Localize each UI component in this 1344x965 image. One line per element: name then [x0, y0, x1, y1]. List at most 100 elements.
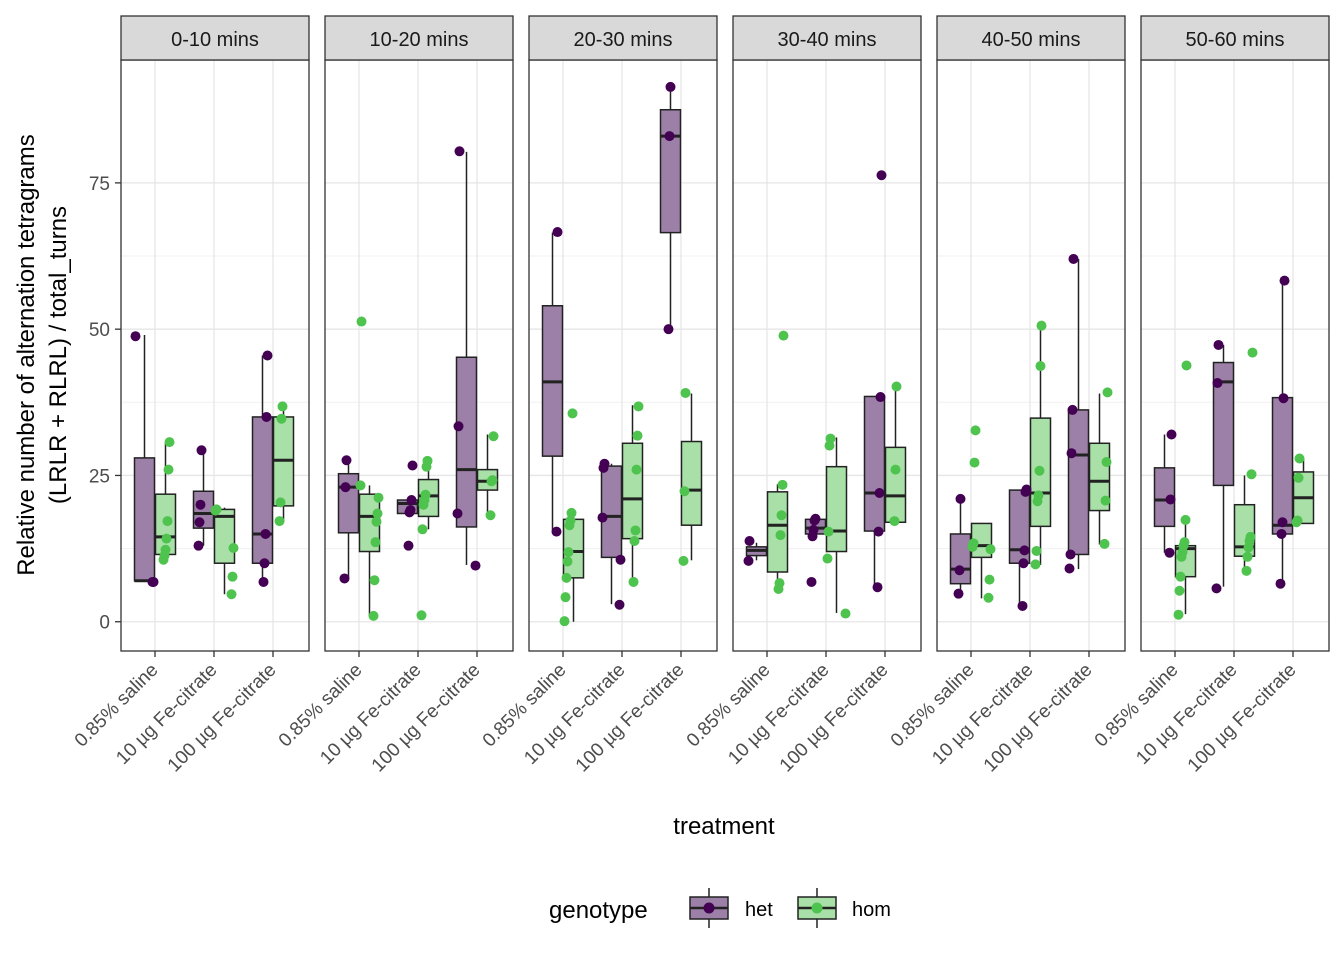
- box-rect: [1067, 409, 1090, 556]
- data-point-hom: [564, 520, 575, 531]
- x-tick-label: 100 µg Fe-citrate: [776, 660, 893, 777]
- data-point-het: [454, 146, 465, 157]
- data-point-het: [807, 531, 818, 542]
- data-point-hom: [418, 499, 429, 510]
- data-point-hom: [629, 535, 640, 546]
- box-rect: [863, 395, 886, 532]
- data-point-hom: [371, 516, 382, 527]
- data-point-het: [339, 573, 350, 584]
- data-point-hom: [566, 507, 577, 518]
- box-rect: [133, 457, 156, 582]
- data-point-het: [744, 535, 755, 546]
- data-point-hom: [416, 610, 427, 621]
- data-point-hom: [276, 413, 287, 424]
- x-tick-label: 10 µg Fe-citrate: [928, 660, 1037, 769]
- data-point-het: [1277, 517, 1288, 528]
- data-point-hom: [983, 592, 994, 603]
- data-point-hom: [778, 330, 789, 341]
- y-axis: 0 25 50 75: [89, 174, 121, 634]
- data-point-het: [452, 508, 463, 519]
- data-point-hom: [227, 571, 238, 582]
- data-point-hom: [969, 457, 980, 468]
- x-tick-label: 100 µg Fe-citrate: [368, 660, 485, 777]
- data-point-het: [615, 554, 626, 565]
- data-point-hom: [226, 589, 237, 600]
- data-point-het: [1276, 528, 1287, 539]
- data-point-het: [1020, 486, 1031, 497]
- data-point-hom: [678, 555, 689, 566]
- box-rect: [825, 465, 848, 553]
- data-point-het: [806, 576, 817, 587]
- data-point-het: [873, 526, 884, 537]
- data-point-hom: [822, 553, 833, 564]
- data-point-hom: [1294, 453, 1305, 464]
- data-point-hom: [823, 526, 834, 537]
- box-rect: [659, 108, 682, 234]
- data-point-hom: [559, 616, 570, 627]
- x-tick-label: 100 µg Fe-citrate: [980, 660, 1097, 777]
- box-rect: [884, 446, 907, 524]
- data-point-hom: [562, 556, 573, 567]
- data-point-het: [551, 526, 562, 537]
- legend-key-point: [703, 902, 715, 914]
- data-point-hom: [368, 610, 379, 621]
- data-point-het: [1164, 547, 1175, 558]
- data-point-hom: [773, 583, 784, 594]
- data-point-het: [663, 324, 674, 335]
- box-hom: [1292, 457, 1315, 525]
- facet-strip: [1140, 15, 1330, 61]
- data-point-het: [614, 599, 625, 610]
- data-point-het: [954, 565, 965, 576]
- data-point-het: [598, 462, 609, 473]
- data-point-hom: [967, 541, 978, 552]
- data-point-hom: [1030, 559, 1041, 570]
- data-point-hom: [563, 547, 574, 558]
- data-point-het: [1275, 578, 1286, 589]
- data-point-hom: [632, 430, 643, 441]
- data-point-het: [953, 588, 964, 599]
- box-het: [133, 335, 156, 583]
- data-point-hom: [970, 425, 981, 436]
- panel-background: [1141, 60, 1329, 651]
- legend-title: genotype: [549, 897, 648, 924]
- data-point-hom: [372, 508, 383, 519]
- data-point-hom: [984, 574, 995, 585]
- box-het: [541, 232, 564, 532]
- data-point-het: [1019, 545, 1030, 556]
- data-point-hom: [1246, 469, 1257, 480]
- data-point-hom: [1031, 545, 1042, 556]
- data-point-hom: [840, 608, 851, 619]
- data-point-hom: [775, 530, 786, 541]
- data-point-hom: [1247, 347, 1258, 358]
- data-point-het: [809, 515, 820, 526]
- data-point-hom: [421, 461, 432, 472]
- y-tick-label: 75: [89, 174, 110, 195]
- facet-strip: [936, 15, 1126, 61]
- data-point-hom: [486, 476, 497, 487]
- data-point-het: [1166, 429, 1177, 440]
- data-point-het: [193, 540, 204, 551]
- data-point-het: [258, 576, 269, 587]
- data-point-hom: [355, 480, 366, 491]
- box-hom: [680, 393, 703, 561]
- data-point-hom: [163, 464, 174, 475]
- box-het: [455, 151, 478, 565]
- data-point-hom: [630, 525, 641, 536]
- facet-label: 30-40 mins: [778, 29, 877, 51]
- x-axis-title: treatment: [673, 813, 775, 840]
- data-point-het: [876, 170, 887, 181]
- legend-key-het: [689, 888, 729, 928]
- y-tick-label: 25: [89, 466, 110, 487]
- data-point-het: [1067, 404, 1078, 415]
- y-tick-label: 50: [89, 320, 110, 341]
- data-point-hom: [210, 505, 221, 516]
- facet-label: 50-60 mins: [1186, 29, 1285, 51]
- data-point-hom: [1034, 465, 1045, 476]
- x-tick-label: 10 µg Fe-citrate: [724, 660, 833, 769]
- box-rect: [1212, 361, 1235, 487]
